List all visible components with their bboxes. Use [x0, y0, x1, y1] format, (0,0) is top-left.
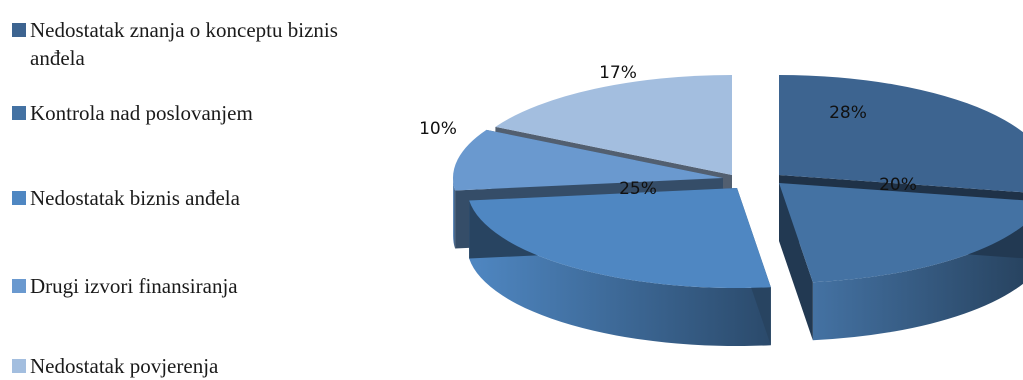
legend-label: Drugi izvori finansiranja [30, 274, 238, 298]
pie-slice-face [779, 183, 813, 341]
legend-label: Nedostatak biznis anđela [30, 186, 240, 210]
legend-item: Nedostatak znanja o konceptu biznis anđe… [12, 16, 370, 72]
legend-swatch [12, 279, 26, 293]
legend-label: Nedostatak znanja o konceptu biznis anđe… [30, 18, 338, 70]
legend-swatch [12, 23, 26, 37]
legend-item: Kontrola nad poslovanjem [12, 99, 370, 127]
pie-slice [453, 129, 723, 191]
pie-data-label: 20% [879, 175, 917, 195]
legend-swatch [12, 359, 26, 373]
pie-data-label: 28% [829, 103, 867, 123]
legend-swatch [12, 106, 26, 120]
legend-label: Nedostatak povjerenja [30, 354, 219, 378]
pie-data-label: 17% [599, 63, 637, 83]
legend-item: Drugi izvori finansiranja [12, 272, 370, 300]
legend-label: Kontrola nad poslovanjem [30, 101, 253, 125]
legend-swatch [12, 191, 26, 205]
pie-slice-rim [453, 178, 456, 249]
legend-item: Nedostatak povjerenja [12, 352, 370, 380]
pie-slice [495, 75, 732, 175]
pie-data-label: 10% [419, 119, 457, 139]
pie-slice-rim [469, 200, 771, 346]
legend-item: Nedostatak biznis anđela [12, 184, 370, 212]
chart-legend: Nedostatak znanja o konceptu biznis anđe… [12, 0, 372, 378]
pie-data-label: 25% [619, 179, 657, 199]
pie-slice [779, 75, 1023, 193]
pie-slice [779, 183, 1023, 283]
pie-slice [469, 188, 771, 288]
